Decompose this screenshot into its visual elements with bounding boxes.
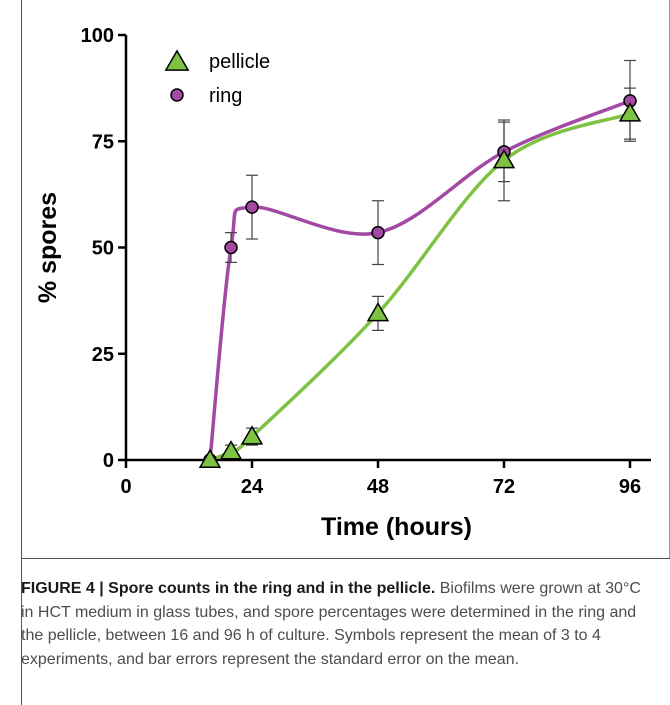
chart: 0 25 50 75 100 0 24 48 72 96 Time (hours) % spores p… [34,25,651,541]
pellicle-point-48 [366,301,390,322]
ring-point-48 [371,225,385,240]
ring-point-24 [245,200,259,214]
legend-ring-label: ring [209,85,242,107]
legend-pellicle-marker [164,49,190,71]
pellicle-point-20 [219,440,243,460]
legend-pellicle-label: pellicle [209,51,270,73]
x-tick-label-72: 72 [493,476,515,498]
y-tick-label-75: 75 [92,131,114,153]
ring-line [208,99,632,462]
x-axis-label: Time (hours) [321,513,472,541]
y-tick-label-0: 0 [103,450,114,472]
y-tick-label-100: 100 [81,25,114,47]
x-tick-label-96: 96 [619,476,641,498]
pellicle-point-16 [198,448,222,468]
pellicle-point-72 [492,148,516,169]
x-tick-label-48: 48 [367,476,389,498]
x-tick-label-24: 24 [241,476,264,498]
y-axis-label: % spores [34,192,62,303]
caption-lead: FIGURE 4 | Spore counts in the ring and … [21,580,436,597]
figure-caption: FIGURE 4 | Spore counts in the ring and … [21,577,653,671]
y-tick-label-50: 50 [92,238,114,260]
pellicle-point-96 [618,102,642,122]
caption-body: Biofilms were grown at 30°C in HCT mediu… [21,580,641,668]
y-tick-label-25: 25 [92,344,114,366]
pellicle-point-24 [240,425,264,445]
ring-point-20 [224,240,238,255]
legend-ring-marker [170,88,184,102]
x-tick-label-0: 0 [120,476,131,498]
